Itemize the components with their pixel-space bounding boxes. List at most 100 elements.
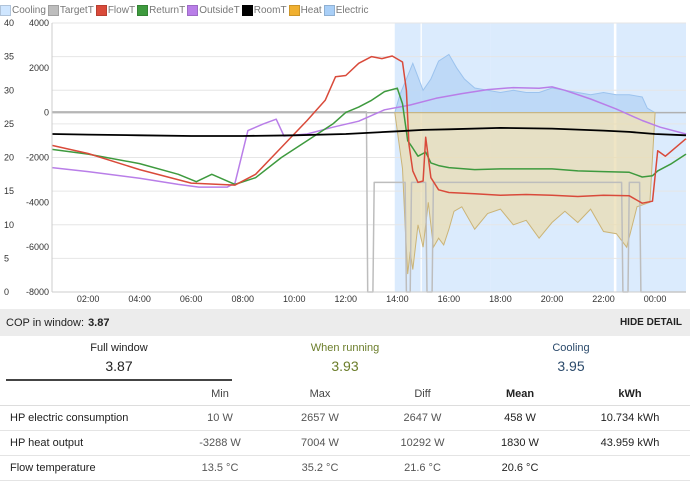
y-right-tick-label: -6000 [26,242,49,252]
x-tick-label: 00:00 [644,294,667,304]
header-diff: Diff [375,382,470,406]
cop-value: 3.87 [88,316,110,329]
hide-detail-button[interactable]: HIDE DETAIL [619,317,682,328]
x-tick-label: 22:00 [592,294,615,304]
y-left-tick-label: 40 [4,18,14,28]
legend-swatch [95,4,107,16]
row-max: 7004 W [265,430,375,456]
header-name [0,382,175,406]
legend-label: OutsideT [199,4,240,16]
legend-item-outsidet[interactable]: OutsideT [187,4,240,16]
row-name: HP electric consumption [0,405,175,431]
y-right-tick-label: 4000 [29,18,49,28]
row-name: Flow temperature [0,455,175,481]
legend-swatch [323,4,335,16]
table-row: Flow temperature 13.5 °C 35.2 °C 21.6 °C… [0,455,690,481]
y-left-tick-label: 20 [4,153,14,163]
row-diff: 10292 W [375,430,470,456]
heatpump-chart[interactable]: 40 35 30 25 20 15 10 5 0 4000 2000 0 -2000 -4000 -6000… [0,0,690,305]
legend-label: ReturnT [149,4,186,16]
legend-item-returnt[interactable]: ReturnT [137,4,186,16]
legend-label: FlowT [107,4,136,16]
row-name: HP heat output [0,430,175,456]
x-tick-label: 12:00 [335,294,358,304]
x-tick-label: 16:00 [438,294,461,304]
tab-full-window[interactable]: Full window 3.87 [6,336,232,381]
series-outsidet-line [51,86,687,188]
row-min: -3288 W [175,430,265,456]
chart-legend: Cooling TargetT FlowT ReturnT OutsideT RoomT H… [0,0,370,20]
y-right-tick-label: -4000 [26,197,49,207]
legend-item-electric[interactable]: Electric [323,4,369,16]
x-tick-label: 10:00 [283,294,306,304]
tab-value: 3.87 [105,358,133,374]
tab-label: Cooling [552,342,590,354]
x-tick-label: 08:00 [231,294,254,304]
y-left-tick-label: 25 [4,119,14,129]
legend-swatch [187,4,199,16]
legend-item-flowt[interactable]: FlowT [95,4,136,16]
tab-value: 3.95 [557,358,585,374]
cop-tabs: Full window 3.87 When running 3.93 Cooli… [0,336,690,381]
legend-swatch [241,4,253,16]
y-left-tick-label: 0 [4,287,9,297]
y-left-tick-label: 5 [4,253,9,263]
legend-swatch [288,4,300,16]
series-returnt-line [51,87,687,186]
y-left-tick-label: 30 [4,85,14,95]
legend-label: Heat [300,4,322,16]
y-right-tick-label: -8000 [26,287,49,297]
cop-label: COP in window: [6,316,85,329]
y-right-tick-label: 0 [44,108,49,118]
stats-table: Min Max Diff Mean kWh HP electric consum… [0,382,690,481]
legend-label: RoomT [253,4,287,16]
table-row: HP electric consumption 10 W 2657 W 2647… [0,405,690,431]
row-mean: 20.6 °C [470,455,570,481]
tab-label: Full window [90,342,148,354]
series-targett-line [52,111,686,293]
x-tick-label: 06:00 [180,294,203,304]
row-diff: 2647 W [375,405,470,431]
legend-label: TargetT [59,4,94,16]
legend-label: Cooling [12,4,46,16]
row-kwh: 43.959 kWh [570,430,690,456]
row-max: 2657 W [265,405,375,431]
tab-label: When running [310,342,380,354]
legend-label: Electric [335,4,369,16]
x-tick-label: 02:00 [77,294,100,304]
row-min: 13.5 °C [175,455,265,481]
row-mean: 458 W [470,405,570,431]
cop-bar: COP in window: 3.87 HIDE DETAIL [0,309,690,336]
legend-item-targett[interactable]: TargetT [47,4,94,16]
legend-item-roomt[interactable]: RoomT [241,4,287,16]
header-max: Max [265,382,375,406]
y-right-tick-label: -2000 [26,153,49,163]
table-header-row: Min Max Diff Mean kWh [0,382,690,406]
row-mean: 1830 W [470,430,570,456]
row-kwh [570,455,690,481]
legend-item-heat[interactable]: Heat [288,4,322,16]
y-right-tick-label: 2000 [29,63,49,73]
tab-value: 3.93 [331,358,359,374]
y-left-tick-label: 15 [4,186,14,196]
header-min: Min [175,382,265,406]
x-tick-label: 04:00 [128,294,151,304]
legend-swatch [137,4,149,16]
y-left-tick-label: 35 [4,52,14,62]
legend-item-cooling[interactable]: Cooling [0,4,46,16]
series-flowt-line [51,55,687,204]
legend-swatch [47,4,59,16]
header-mean: Mean [470,382,570,406]
row-kwh: 10.734 kWh [570,405,690,431]
tab-when-running[interactable]: When running 3.93 [232,336,458,380]
legend-swatch [0,4,11,16]
x-tick-label: 20:00 [541,294,564,304]
table-row: HP heat output -3288 W 7004 W 10292 W 18… [0,430,690,456]
header-kwh: kWh [570,382,690,406]
x-tick-label: 14:00 [386,294,409,304]
tab-cooling[interactable]: Cooling 3.95 [458,336,684,380]
row-diff: 21.6 °C [375,455,470,481]
row-min: 10 W [175,405,265,431]
y-left-tick-label: 10 [4,220,14,230]
x-tick-label: 18:00 [489,294,512,304]
